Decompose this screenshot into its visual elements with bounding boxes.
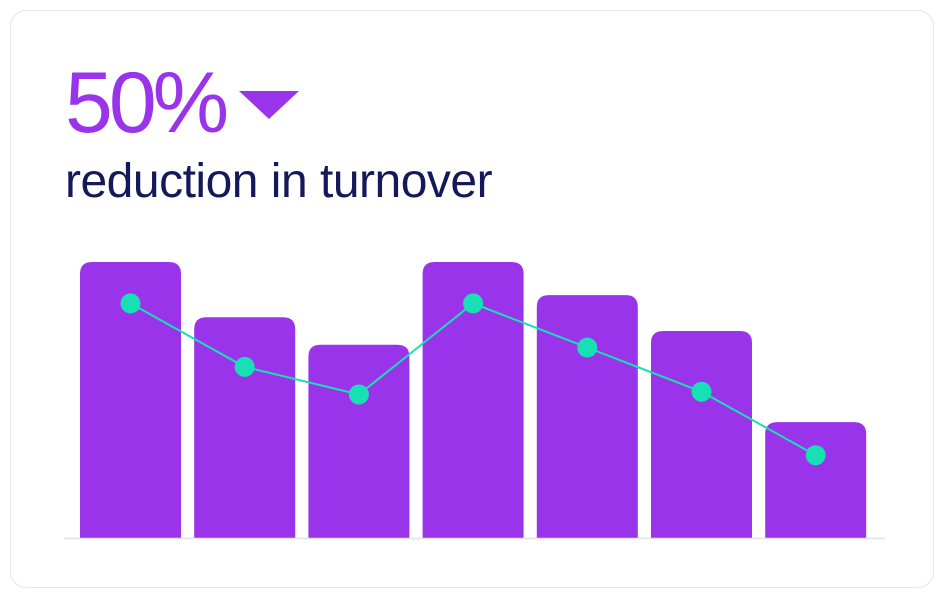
bar-7 <box>765 422 867 538</box>
headline-value: 50% <box>65 55 229 151</box>
bar-6 <box>651 331 752 538</box>
headline-caption: reduction in turnover <box>65 155 493 208</box>
bar-4 <box>422 262 524 538</box>
trend-point-6 <box>691 381 712 402</box>
trend-point-2 <box>234 356 255 377</box>
trend-point-3 <box>348 384 369 405</box>
bar-5 <box>536 295 638 538</box>
trend-point-1 <box>120 293 141 314</box>
triangle-down-icon <box>239 91 300 119</box>
trend-point-7 <box>805 445 826 466</box>
trend-point-4 <box>463 293 484 314</box>
bar-3 <box>308 344 410 538</box>
headline-row: 50% <box>65 55 300 151</box>
bar-2 <box>194 317 296 538</box>
bar-1 <box>80 262 181 538</box>
trend-point-5 <box>577 337 598 358</box>
